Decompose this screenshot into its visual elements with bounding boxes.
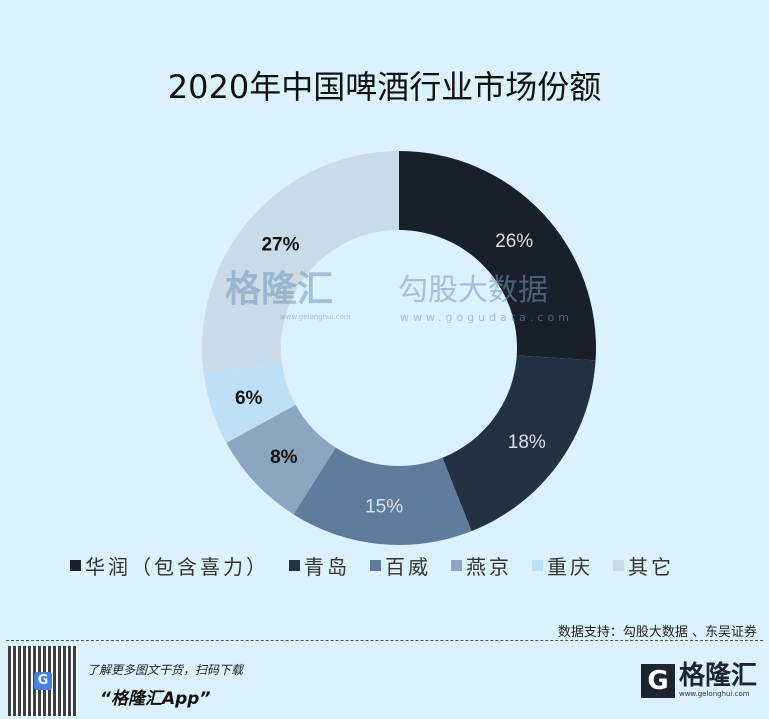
- legend-label: 青岛: [304, 555, 350, 579]
- legend-item: 重庆: [532, 551, 593, 580]
- g-logo-icon: G: [34, 672, 52, 690]
- data-label: 26%: [495, 231, 533, 252]
- legend-item: 燕京: [451, 551, 512, 580]
- data-label: 18%: [508, 432, 546, 453]
- legend-item: 百威: [370, 551, 431, 580]
- promo-app-name: “格隆汇App”: [100, 689, 211, 709]
- slice-0: [399, 151, 596, 361]
- legend-swatch: [451, 560, 462, 571]
- slice-2: [293, 447, 472, 545]
- legend-item: 华润（包含喜力）: [70, 551, 269, 580]
- legend-item: 青岛: [289, 551, 350, 580]
- g-logo-icon: G: [640, 663, 675, 698]
- slice-4: [203, 362, 296, 443]
- legend-label: 其它: [628, 555, 674, 579]
- data-label: 8%: [270, 447, 298, 468]
- qr-code[interactable]: G: [8, 646, 78, 716]
- slice-3: [226, 404, 336, 515]
- watermark-url2: www.gogudata.com: [400, 311, 573, 324]
- brand-logo: G 格隆汇 www.gelonghui.com: [640, 661, 757, 699]
- chart-title: 2020年中国啤酒行业市场份额: [167, 68, 602, 106]
- legend-label: 重庆: [547, 555, 593, 579]
- slice-5: [202, 151, 399, 373]
- legend-swatch: [532, 560, 543, 571]
- legend-swatch: [70, 560, 81, 571]
- watermark-url1: www.gelonghui.com: [280, 313, 351, 321]
- watermark-brand2: 勾股大数据: [398, 273, 548, 308]
- logo-url: www.gelonghui.com: [678, 690, 750, 698]
- watermark-brand1: 格隆汇: [225, 269, 334, 310]
- data-label: 27%: [261, 235, 299, 256]
- legend-swatch: [289, 560, 300, 571]
- promo-text: 了解更多图文干货，扫码下载: [87, 663, 244, 677]
- legend-item: 其它: [613, 551, 674, 580]
- legend-label: 华润（包含喜力）: [85, 555, 269, 579]
- data-label: 15%: [365, 496, 403, 517]
- logo-name: 格隆汇: [678, 661, 757, 691]
- legend-swatch: [370, 560, 381, 571]
- legend-swatch: [613, 560, 624, 571]
- legend: 华润（包含喜力） 青岛 百威 燕京 重庆 其它: [70, 551, 674, 580]
- legend-label: 百威: [385, 555, 431, 579]
- legend-label: 燕京: [466, 555, 512, 579]
- divider: [6, 640, 763, 641]
- data-source: 数据支持：勾股大数据 、东吴证券: [557, 625, 757, 640]
- slice-1: [442, 355, 596, 532]
- data-label: 6%: [235, 388, 263, 409]
